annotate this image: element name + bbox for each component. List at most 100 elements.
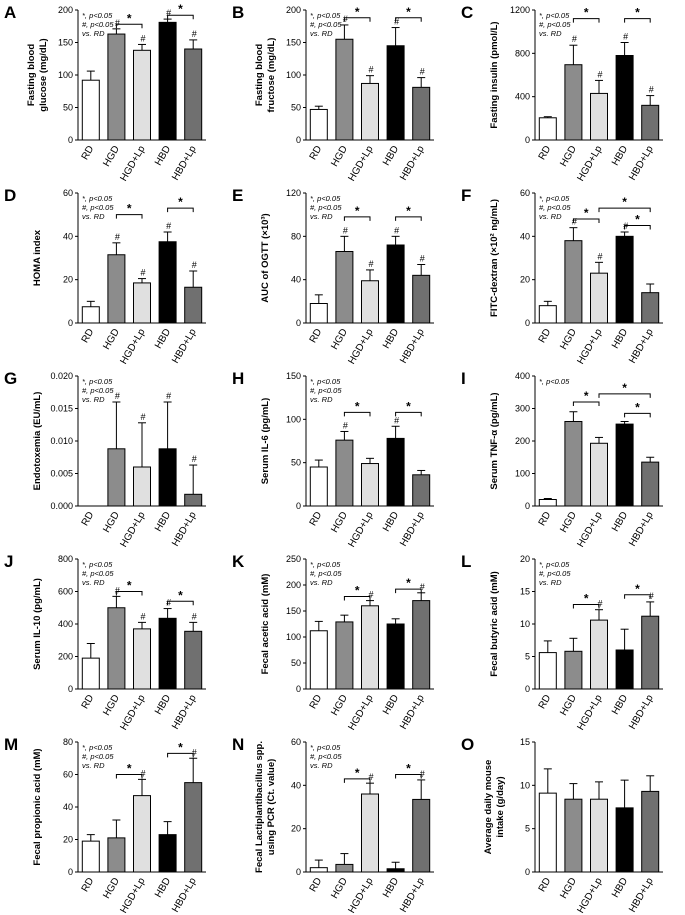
panel-letter: K — [232, 552, 245, 571]
y-tick-label: 150 — [286, 38, 301, 48]
category-label: HBD — [153, 510, 173, 534]
significance-star: * — [178, 740, 183, 754]
y-tick-label: 0.010 — [50, 436, 73, 446]
bar-hgd — [564, 64, 583, 141]
bar-hgd-lp — [133, 795, 151, 873]
bar-hgd-lp — [590, 272, 608, 324]
bar-hbd — [615, 235, 634, 324]
panel-letter: N — [232, 735, 244, 754]
bar-mark: # — [368, 772, 373, 782]
bar-hbd — [615, 423, 634, 507]
y-tick-label: 200 — [515, 436, 530, 446]
significance-note: *, p<0.05 — [539, 560, 570, 569]
y-axis-label: Fecal Lactiplantibacillus spp.using PCR … — [254, 741, 277, 873]
significance-bracket — [115, 591, 143, 596]
y-tick-label: 800 — [515, 48, 530, 58]
category-label: HGD+Lp — [118, 327, 147, 367]
y-axis-label: Fecal acetic acid (mM) — [260, 574, 271, 675]
bar-rd — [538, 652, 557, 690]
significance-note: *, p<0.05 — [82, 194, 113, 203]
significance-bracket — [572, 18, 600, 23]
category-label: HGD+Lp — [346, 327, 375, 367]
category-label: RD — [537, 693, 554, 711]
significance-note: #, p<0.05 — [310, 386, 342, 395]
bar-hbd-lp — [412, 274, 431, 324]
y-tick-label: 0.005 — [50, 469, 73, 479]
bar-hbd-lp — [184, 782, 203, 873]
panel-letter: L — [461, 552, 471, 571]
bar-hbd-lp — [641, 461, 660, 507]
bar-hgd-lp — [590, 92, 608, 141]
category-label: HBD+Lp — [170, 693, 199, 732]
y-tick-label: 60 — [520, 188, 530, 198]
y-axis-label-line: Endotoxemia (EU/mL) — [32, 392, 43, 491]
category-label: HGD+Lp — [346, 693, 375, 733]
significance-note: vs. RD — [310, 395, 333, 404]
significance-note: #, p<0.05 — [310, 20, 342, 29]
significance-note: #, p<0.05 — [82, 752, 114, 761]
significance-star: * — [178, 195, 183, 209]
bar-hgd — [107, 448, 126, 507]
y-tick-label: 0 — [296, 318, 301, 328]
y-tick-label: 400 — [515, 371, 530, 381]
y-tick-label: 5 — [525, 824, 530, 834]
bar-rd — [81, 306, 100, 324]
significance-note: vs. RD — [539, 212, 562, 221]
bar-hbd — [386, 437, 405, 507]
significance-star: * — [622, 195, 627, 209]
significance-bracket — [167, 600, 194, 606]
category-label: HGD — [101, 144, 122, 169]
category-label: HBD — [153, 144, 173, 168]
category-label: HGD+Lp — [575, 327, 604, 367]
panel-g: G Endotoxemia (EU/mL) 0.000 0.005 0.010 0.015… — [4, 369, 206, 549]
significance-bracket — [395, 411, 422, 417]
category-label: HGD — [329, 876, 350, 901]
category-label: HGD — [101, 327, 122, 352]
significance-bracket — [395, 17, 422, 22]
bar-hgd — [335, 863, 354, 873]
significance-bracket — [343, 778, 371, 783]
significance-bracket — [598, 207, 651, 213]
bar-mark: # — [420, 769, 425, 779]
bar-hbd — [158, 834, 177, 873]
category-label: HGD — [558, 876, 579, 901]
category-label: RD — [80, 876, 97, 894]
bar-hbd — [158, 448, 177, 507]
bar-mark: # — [649, 591, 654, 601]
y-tick-label: 50 — [63, 103, 73, 113]
bar-mark: # — [368, 590, 373, 600]
bar-rd — [309, 466, 328, 507]
bar-mark: # — [140, 268, 145, 278]
y-axis-label-line: fructose (mg/dL) — [266, 38, 277, 113]
panel-l: L Fecal butyric acid (mM) 0 5 10 15 20 RD HGD # HG… — [461, 552, 663, 732]
bar-mark: # — [192, 611, 197, 621]
panel-a: A Fasting bloodglucose (mg/dL) 0 50 100 150 20… — [4, 2, 206, 183]
bar-mark: # — [192, 454, 197, 464]
category-label: HGD+Lp — [575, 693, 604, 733]
significance-note: *, p<0.05 — [310, 377, 341, 386]
y-axis-label-line: Fecal butyric acid (mM) — [489, 571, 500, 677]
category-label: HBD+Lp — [627, 510, 656, 549]
significance-star: * — [635, 400, 640, 414]
category-label: HBD+Lp — [170, 144, 199, 183]
bar-mark: # — [115, 391, 120, 401]
significance-bracket — [572, 218, 600, 223]
y-axis-label: AUC of OGTT (×10³) — [260, 213, 271, 302]
bar-rd — [538, 117, 557, 141]
significance-note: vs. RD — [82, 395, 105, 404]
significance-bracket — [115, 774, 143, 779]
category-label: HBD — [610, 876, 630, 900]
y-tick-label: 0 — [296, 135, 301, 145]
bar-rd — [81, 79, 100, 141]
category-label: HGD+Lp — [118, 693, 147, 733]
significance-note: #, p<0.05 — [310, 569, 342, 578]
bar-mark: # — [394, 225, 399, 235]
y-tick-label: 60 — [291, 737, 301, 747]
significance-star: * — [355, 766, 360, 780]
bar-hgd-lp — [361, 82, 379, 141]
category-label: RD — [80, 144, 97, 162]
bar-hgd-lp — [133, 466, 151, 507]
significance-note: *, p<0.05 — [310, 560, 341, 569]
y-tick-label: 100 — [58, 70, 73, 80]
